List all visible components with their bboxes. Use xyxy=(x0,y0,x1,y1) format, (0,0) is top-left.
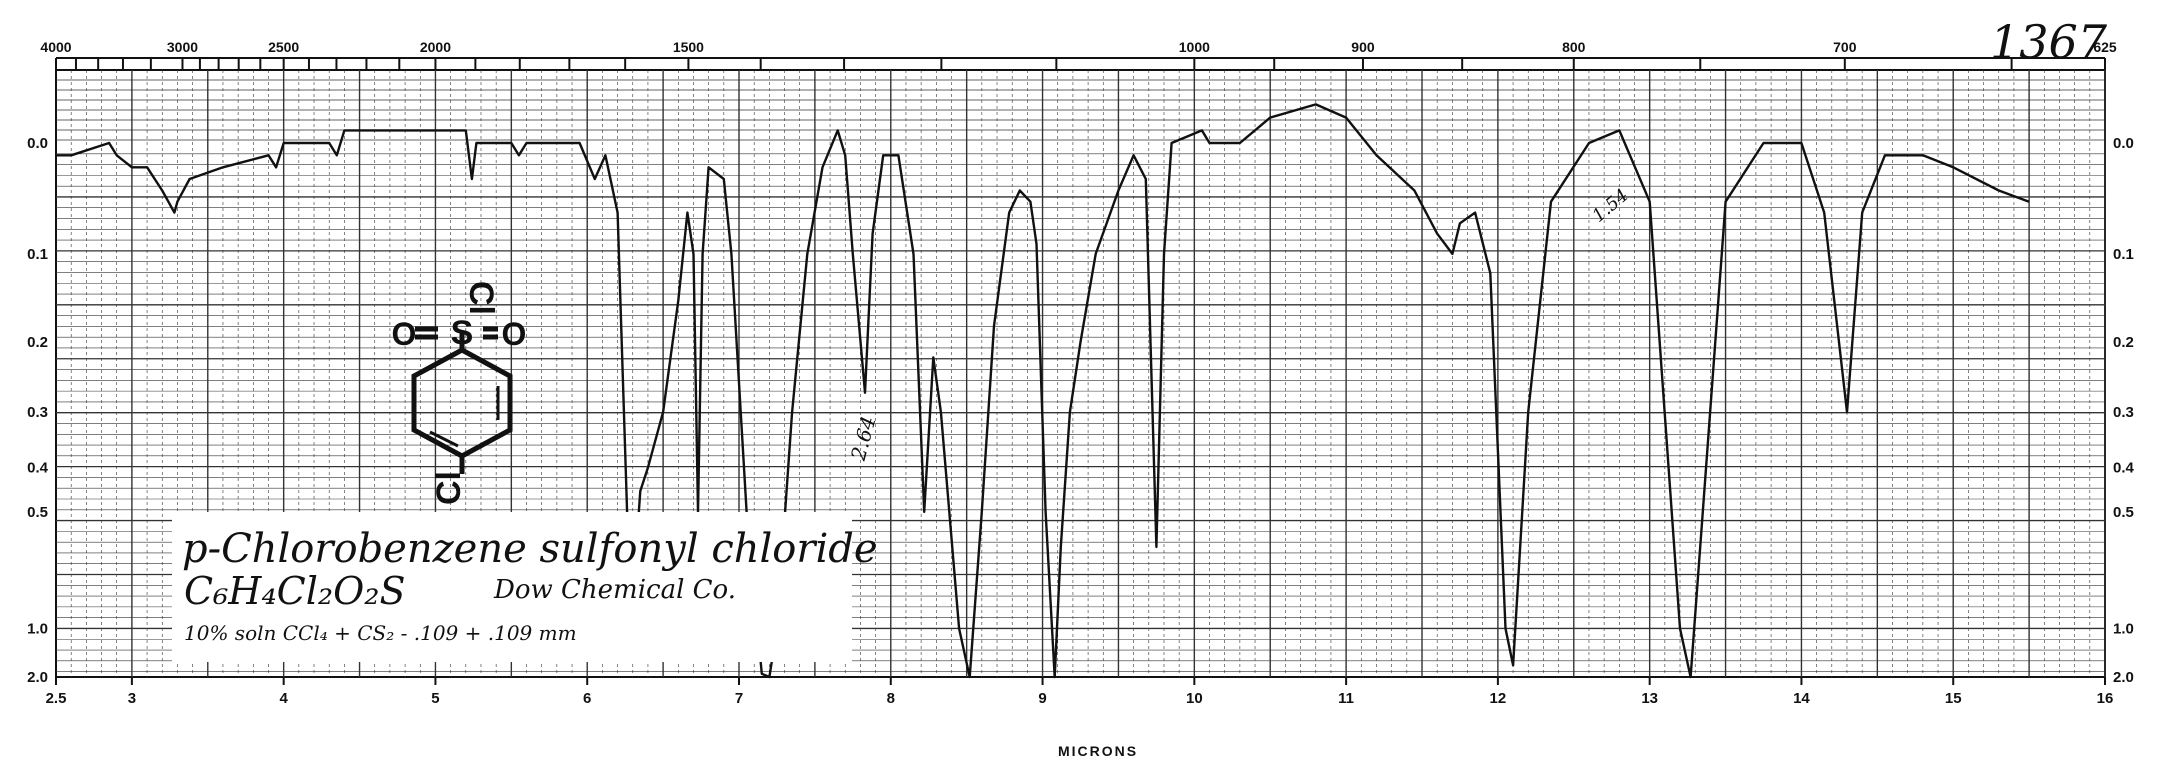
left-tick-label: 0.1 xyxy=(27,246,48,263)
right-tick-label: 0.2 xyxy=(2113,334,2134,351)
ring-chlorine-label: Cl xyxy=(430,471,468,505)
compound-name: p-Chlorobenzene sulfonyl chloride xyxy=(182,526,878,572)
bottom-tick-label: 4 xyxy=(279,690,288,707)
top-tick-label: 625 xyxy=(2093,39,2117,55)
x-axis-title: MICRONS xyxy=(1058,743,1138,759)
left-tick-label: 1.0 xyxy=(27,620,48,637)
bottom-tick-label: 12 xyxy=(1490,690,1507,707)
bottom-tick-label: 14 xyxy=(1793,690,1810,707)
sulfonyl-chlorine-label: Cl xyxy=(462,281,500,315)
structure-atom-labels: S Cl O O Cl xyxy=(392,281,527,505)
left-tick-label: 0.0 xyxy=(27,135,48,152)
top-tick-label: 1000 xyxy=(1179,39,1210,55)
bottom-tick-label: 10 xyxy=(1186,690,1203,707)
bottom-tick-label: 11 xyxy=(1338,690,1354,707)
molecular-formula: C₆H₄Cl₂O₂S xyxy=(184,569,406,613)
bottom-tick-label: 8 xyxy=(887,690,895,707)
top-tick-label: 800 xyxy=(1562,39,1586,55)
top-tick-label: 4000 xyxy=(40,39,71,55)
bottom-tick-label: 2.5 xyxy=(46,690,67,707)
sulfur-atom-label: S xyxy=(451,314,474,352)
spectrum-trace-layer xyxy=(56,103,2030,679)
right-tick-label: 2.0 xyxy=(2113,669,2134,686)
sample-conditions: 10% soln CCl₄ + CS₂ - .109 + .109 mm xyxy=(184,621,577,645)
top-tick-label: 1500 xyxy=(673,39,704,55)
bottom-tick-label: 3 xyxy=(128,690,136,707)
top-tick-label: 900 xyxy=(1351,39,1375,55)
benzene-structure-drawing xyxy=(411,326,513,474)
bottom-tick-label: 16 xyxy=(2097,690,2114,707)
bottom-tick-label: 5 xyxy=(431,690,439,707)
right-tick-label: 1.0 xyxy=(2113,620,2134,637)
chart-axes: 4000 3000 2500 2000 1500 1000 900 800 700 625 2.5 3… xyxy=(27,39,2134,707)
left-tick-label: 0.3 xyxy=(27,404,48,421)
compound-label-box xyxy=(172,512,852,662)
manufacturer: Dow Chemical Co. xyxy=(493,575,736,605)
left-tick-label: 2.0 xyxy=(27,669,48,686)
page-number: 1367 xyxy=(1990,15,2108,69)
right-tick-label: 0.3 xyxy=(2113,404,2134,421)
bottom-tick-label: 15 xyxy=(1945,690,1962,707)
bottom-tick-label: 9 xyxy=(1038,690,1046,707)
oxygen-left-label: O xyxy=(392,316,417,352)
left-tick-label: 0.2 xyxy=(27,334,48,351)
right-tick-label: 0.4 xyxy=(2113,460,2135,477)
right-tick-label: 0.0 xyxy=(2113,135,2134,152)
oxygen-right-label: O xyxy=(502,316,527,352)
bottom-tick-label: 7 xyxy=(735,690,743,707)
top-tick-label: 2000 xyxy=(420,39,451,55)
right-tick-label: 0.5 xyxy=(2113,504,2134,521)
top-tick-label: 700 xyxy=(1833,39,1857,55)
right-tick-label: 0.1 xyxy=(2113,246,2134,263)
left-tick-label: 0.5 xyxy=(27,504,48,521)
bottom-tick-label: 6 xyxy=(583,690,591,707)
spectrum-trace xyxy=(56,103,2030,679)
top-tick-label: 3000 xyxy=(167,39,198,55)
left-tick-label: 0.4 xyxy=(27,460,49,477)
bottom-tick-label: 13 xyxy=(1641,690,1658,707)
top-tick-label: 2500 xyxy=(268,39,299,55)
